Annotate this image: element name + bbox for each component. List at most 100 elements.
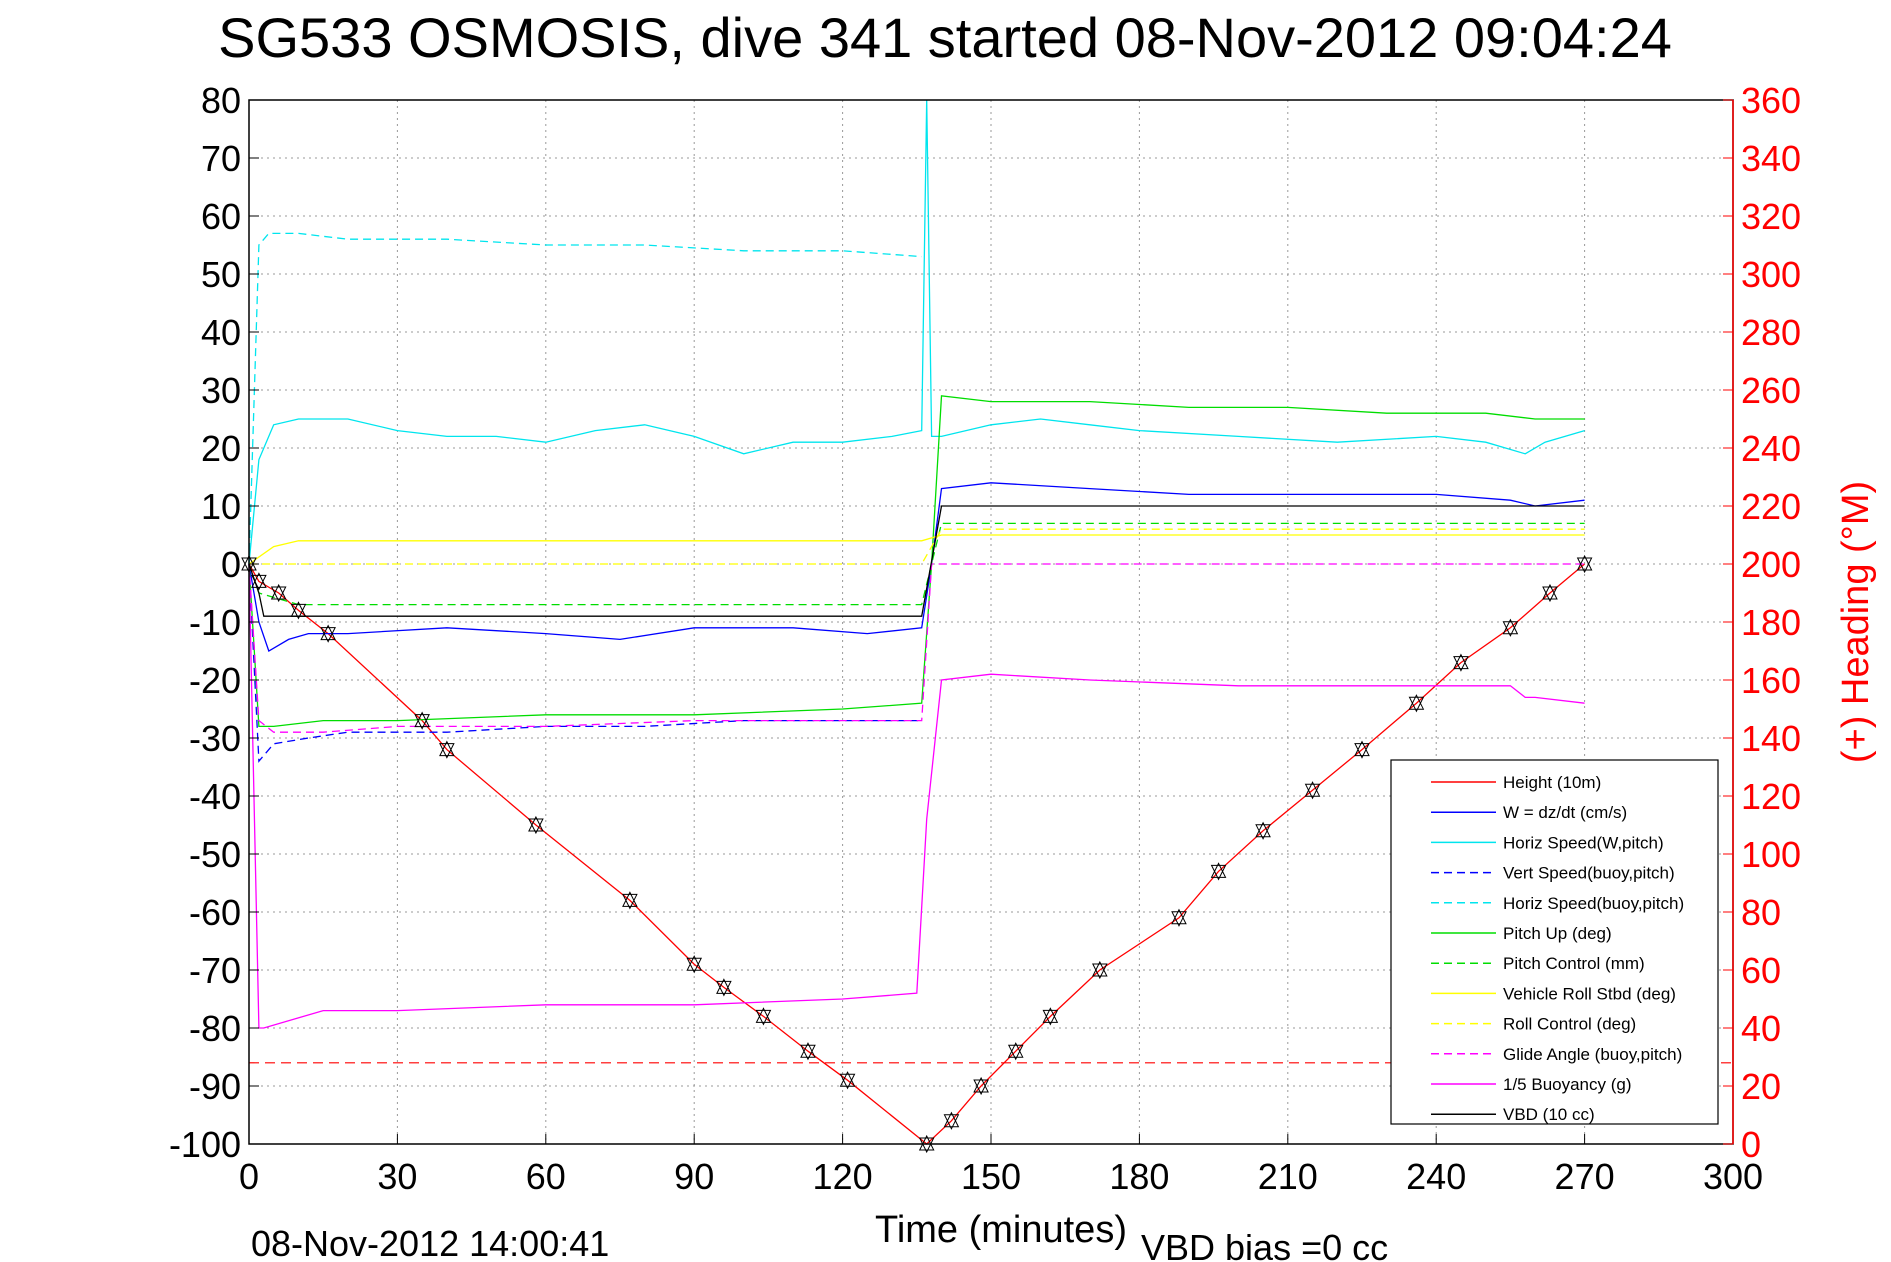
y-tick-label: 10 bbox=[201, 486, 241, 527]
chart-title: SG533 OSMOSIS, dive 341 started 08-Nov-2… bbox=[218, 6, 1672, 69]
y2-tick-label: 280 bbox=[1741, 312, 1801, 353]
height-marker bbox=[1092, 960, 1108, 980]
y-tick-label: -70 bbox=[189, 950, 241, 991]
y-tick-label: 70 bbox=[201, 138, 241, 179]
y2-tick-label: 200 bbox=[1741, 544, 1801, 585]
y-tick-label: -90 bbox=[189, 1066, 241, 1107]
series-line bbox=[248, 534, 1585, 565]
y2-tick-label: 0 bbox=[1741, 1124, 1761, 1165]
legend-entry: W = dz/dt (cm/s) bbox=[1503, 803, 1627, 822]
height-marker bbox=[918, 1134, 935, 1154]
x-axis-label: Time (minutes) bbox=[875, 1209, 1127, 1251]
height-marker bbox=[528, 815, 544, 835]
y2-tick-label: 320 bbox=[1741, 196, 1801, 237]
height-marker bbox=[622, 891, 638, 910]
height-marker bbox=[290, 601, 307, 620]
height-marker bbox=[251, 572, 267, 591]
x-tick-label: 180 bbox=[1109, 1156, 1169, 1197]
y-tick-label: 50 bbox=[201, 254, 241, 295]
series-line bbox=[248, 563, 1585, 1029]
x-tick-label: 0 bbox=[239, 1156, 259, 1197]
y2-tick-label: 40 bbox=[1741, 1008, 1781, 1049]
y2-tick-label: 100 bbox=[1741, 834, 1801, 875]
x-tick-label: 270 bbox=[1555, 1156, 1615, 1197]
y2-tick-label: 160 bbox=[1741, 660, 1801, 701]
y2-tick-label: 20 bbox=[1741, 1066, 1781, 1107]
y2-tick-label: 340 bbox=[1741, 138, 1801, 179]
footer-timestamp: 08-Nov-2012 14:00:41 bbox=[251, 1223, 609, 1262]
y2-tick-label: 180 bbox=[1741, 602, 1801, 643]
y-tick-label: -30 bbox=[189, 718, 241, 759]
legend-entry: Vert Speed(buoy,pitch) bbox=[1503, 864, 1675, 883]
y-tick-label: 80 bbox=[201, 80, 241, 121]
y-tick-label: -100 bbox=[169, 1124, 241, 1165]
y-tick-label: -20 bbox=[189, 660, 241, 701]
height-marker bbox=[1354, 740, 1370, 759]
y-tick-label: -80 bbox=[189, 1008, 241, 1049]
x-tick-label: 240 bbox=[1406, 1156, 1466, 1197]
y-axis-right: 0 20 40 60 80 100 120 140 160 180 200 220 240 260 280 3… bbox=[1723, 80, 1801, 1165]
series-line bbox=[248, 482, 1585, 652]
height-marker bbox=[716, 978, 732, 997]
height-marker bbox=[1210, 862, 1227, 881]
y2-tick-label: 80 bbox=[1741, 892, 1781, 933]
x-axis: 0 30 60 90 120 150 180 210 240 270 300 bbox=[239, 1134, 1763, 1197]
height-marker bbox=[839, 1071, 856, 1090]
height-marker bbox=[1576, 554, 1593, 574]
legend-entry: Roll Control (deg) bbox=[1503, 1015, 1636, 1034]
y2-tick-label: 360 bbox=[1741, 80, 1801, 121]
series-line bbox=[248, 395, 1585, 728]
y-tick-label: -50 bbox=[189, 834, 241, 875]
height-marker bbox=[1542, 583, 1558, 603]
height-marker bbox=[1007, 1042, 1024, 1061]
y-tick-label: 60 bbox=[201, 196, 241, 237]
x-tick-label: 60 bbox=[526, 1156, 566, 1197]
height-marker bbox=[320, 624, 336, 643]
y2-tick-label: 60 bbox=[1741, 950, 1781, 991]
y2-tick-label: 220 bbox=[1741, 486, 1801, 527]
legend-entry: Pitch Up (deg) bbox=[1503, 924, 1612, 943]
height-marker bbox=[414, 711, 430, 730]
height-marker bbox=[686, 955, 703, 974]
height-marker bbox=[1502, 618, 1519, 637]
legend-box bbox=[1390, 759, 1719, 1125]
x-tick-label: 30 bbox=[377, 1156, 417, 1197]
y-tick-label: -60 bbox=[189, 892, 241, 933]
series-line bbox=[248, 522, 1585, 606]
legend-entry: Glide Angle (buoy,pitch) bbox=[1503, 1045, 1682, 1064]
legend-entry: Pitch Control (mm) bbox=[1503, 954, 1645, 973]
y-tick-label: 20 bbox=[201, 428, 241, 469]
legend-entry: Horiz Speed(W,pitch) bbox=[1503, 833, 1664, 852]
y2-tick-label: 240 bbox=[1741, 428, 1801, 469]
height-marker bbox=[755, 1007, 772, 1026]
series-line bbox=[248, 505, 1585, 617]
height-marker bbox=[439, 740, 455, 759]
y-tick-label: -10 bbox=[189, 602, 241, 643]
x-tick-label: 120 bbox=[813, 1156, 873, 1197]
series-layer bbox=[248, 99, 1586, 1145]
height-marker bbox=[1171, 908, 1187, 927]
series-line bbox=[248, 99, 1585, 565]
legend-entry: VBD (10 cc) bbox=[1503, 1105, 1595, 1124]
height-marker bbox=[1304, 781, 1321, 800]
footer-vbd-bias: VBD bias =0 cc bbox=[1141, 1227, 1388, 1262]
y-tick-label: 30 bbox=[201, 370, 241, 411]
height-marker bbox=[1042, 1007, 1059, 1026]
legend-entry: 1/5 Buoyancy (g) bbox=[1503, 1075, 1632, 1094]
height-marker bbox=[943, 1111, 960, 1130]
legend-entry: Height (10m) bbox=[1503, 773, 1601, 792]
height-marker bbox=[973, 1076, 989, 1096]
height-marker bbox=[1408, 694, 1425, 713]
x-tick-label: 90 bbox=[674, 1156, 714, 1197]
y2-tick-label: 140 bbox=[1741, 718, 1801, 759]
height-marker bbox=[800, 1042, 816, 1061]
y2-axis-label: (+) Heading (°M) bbox=[1835, 481, 1877, 763]
series-line bbox=[248, 563, 1586, 1145]
marker-layer bbox=[241, 554, 1593, 1154]
series-line bbox=[248, 563, 1585, 733]
x-tick-label: 150 bbox=[961, 1156, 1021, 1197]
legend: Height (10m) W = dz/dt (cm/s) Horiz Speed(… bbox=[1390, 759, 1719, 1125]
series-line bbox=[248, 563, 922, 763]
height-marker bbox=[1453, 653, 1469, 672]
